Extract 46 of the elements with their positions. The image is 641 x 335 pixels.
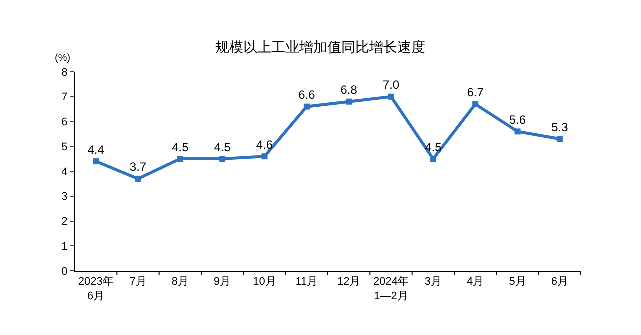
y-tick-label: 6 bbox=[62, 116, 68, 129]
point bbox=[346, 98, 352, 105]
x-tick-label: 12月 bbox=[337, 276, 361, 288]
y-tick-label: 7 bbox=[62, 92, 68, 104]
point bbox=[430, 156, 436, 162]
data-label: 3.7 bbox=[130, 160, 147, 174]
data-label: 4.6 bbox=[256, 138, 274, 152]
y-tick-label: 8 bbox=[62, 66, 68, 79]
point bbox=[556, 136, 563, 142]
x-tick-label: 2024年 1—2月 bbox=[374, 276, 409, 302]
data-label: 4.4 bbox=[88, 142, 105, 157]
point bbox=[472, 101, 479, 108]
y-tick-label: 5 bbox=[62, 141, 68, 154]
x-tick-label: 2023年 6月 bbox=[78, 276, 114, 302]
point bbox=[177, 156, 184, 162]
data-label: 5.6 bbox=[509, 112, 526, 127]
point bbox=[514, 128, 521, 135]
y-tick-label: 3 bbox=[62, 191, 68, 204]
x-tick-label: 3月 bbox=[424, 276, 442, 288]
data-label: 5.3 bbox=[552, 120, 569, 134]
chart-title: 规模以上工业增加值同比增长速度 bbox=[216, 38, 426, 55]
data-label: 6.8 bbox=[340, 83, 358, 98]
data-label: 6.7 bbox=[467, 86, 484, 100]
point bbox=[93, 158, 100, 165]
x-tick-label: 5月 bbox=[509, 276, 526, 288]
x-tick-label: 7月 bbox=[130, 276, 147, 288]
x-tick-label: 11月 bbox=[296, 276, 318, 288]
data-label: 4.5 bbox=[214, 140, 232, 154]
y-tick-label: 2 bbox=[62, 216, 68, 228]
point bbox=[262, 154, 268, 160]
y-tick-label: 1 bbox=[62, 240, 68, 253]
point bbox=[220, 156, 226, 162]
point bbox=[304, 104, 310, 110]
x-tick-label: 4月 bbox=[467, 276, 484, 288]
y-axis-title: (%) bbox=[55, 53, 71, 64]
point bbox=[135, 176, 142, 182]
y-tick-label: 0 bbox=[62, 266, 68, 278]
data-label: 6.6 bbox=[298, 88, 316, 102]
data-label: 7.0 bbox=[382, 78, 400, 92]
y-tick-label: 4 bbox=[62, 166, 68, 178]
point bbox=[388, 94, 394, 100]
x-tick-label: 6月 bbox=[551, 276, 568, 288]
data-label: 4.5 bbox=[172, 140, 190, 154]
x-tick-label: 8月 bbox=[172, 276, 189, 288]
x-tick-label: 9月 bbox=[214, 276, 232, 288]
x-tick-label: 10月 bbox=[253, 276, 276, 288]
